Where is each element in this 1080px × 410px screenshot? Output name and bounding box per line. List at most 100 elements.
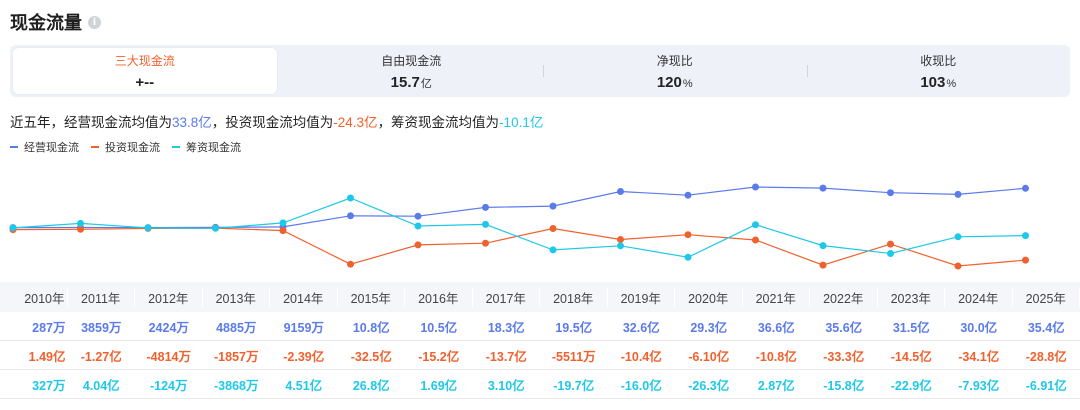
table-cell: -10.4亿: [620, 349, 662, 364]
data-point-operating[interactable]: [549, 202, 557, 210]
table-cell: 32.6亿: [622, 320, 660, 335]
line-financing: [12, 197, 1026, 258]
table-cell: 2013年: [203, 287, 270, 307]
table-cell: 36.6亿: [757, 320, 795, 335]
table-cell: 2020年: [675, 287, 743, 307]
legend-swatch: [172, 146, 180, 148]
data-point-operating[interactable]: [819, 184, 827, 192]
info-icon[interactable]: i: [88, 15, 101, 29]
data-point-financing[interactable]: [212, 224, 219, 232]
data-point-investing[interactable]: [482, 239, 489, 247]
table-cell: -7.93亿: [958, 378, 1000, 393]
data-point-operating[interactable]: [954, 190, 962, 198]
data-point-operating[interactable]: [1022, 184, 1029, 192]
data-point-investing[interactable]: [279, 227, 287, 235]
table-cell: 2017年: [473, 287, 540, 307]
legend-item-investing[interactable]: 投资现金流: [91, 139, 160, 155]
data-point-financing[interactable]: [684, 253, 692, 261]
data-point-investing[interactable]: [1022, 256, 1029, 264]
section-header: 现金流量 i: [10, 10, 101, 34]
tab-value: 103%: [920, 73, 957, 91]
table-header-row: 2010年 2011年 2012年 2013年 2014年 2015年 2016年 2017年…: [0, 282, 1080, 312]
table-cell: -2.39亿: [283, 349, 325, 364]
table-cell: 31.5亿: [892, 320, 930, 335]
tab-label: 自由现金流: [381, 53, 442, 68]
data-point-investing[interactable]: [77, 225, 84, 233]
tab-label: 三大现金流: [114, 53, 175, 68]
table-cell: 4.51亿: [285, 378, 323, 393]
data-point-financing[interactable]: [887, 250, 894, 257]
table-cell: 30.0亿: [960, 320, 998, 335]
data-point-operating[interactable]: [684, 191, 692, 199]
table-cell: 26.8亿: [352, 378, 390, 393]
data-point-investing[interactable]: [617, 236, 624, 243]
table-cell: 2015年: [338, 287, 405, 307]
table-cell: 35.4亿: [1027, 320, 1065, 335]
table-cell: 2022年: [810, 287, 878, 307]
data-point-financing[interactable]: [347, 194, 354, 202]
data-point-financing[interactable]: [414, 222, 422, 230]
table-cell: 35.6亿: [825, 320, 863, 335]
data-point-financing[interactable]: [279, 219, 287, 227]
table-cell: 2025年: [1013, 287, 1080, 307]
table-cell: 29.3亿: [690, 320, 728, 335]
table-row-financing: 327万 4.04亿 -124万 -3868万 4.51亿 26.8亿 1.69亿 3.10亿…: [0, 370, 1080, 399]
data-point-investing[interactable]: [819, 261, 827, 269]
table-cell: 327万: [32, 378, 66, 393]
data-point-investing[interactable]: [684, 231, 692, 239]
data-point-investing[interactable]: [414, 241, 422, 249]
table-cell: 287万: [32, 320, 66, 335]
cash-flow-table: 2010年 2011年 2012年 2013年 2014年 2015年 2016年 2017年…: [0, 282, 1080, 399]
table-cell: 2016年: [405, 287, 473, 307]
table-cell: 3.10亿: [487, 378, 525, 393]
data-point-financing[interactable]: [954, 233, 962, 241]
table-cell: 2012年: [135, 287, 203, 307]
tab-cash-collection-ratio[interactable]: 收现比 103%: [806, 45, 1071, 97]
data-point-financing[interactable]: [752, 221, 759, 229]
table-cell: -1857万: [214, 349, 259, 364]
data-point-financing[interactable]: [819, 242, 827, 250]
tab-label: 净现比: [656, 53, 693, 68]
line-investing: [12, 227, 1026, 267]
data-point-investing[interactable]: [752, 236, 759, 244]
data-point-investing[interactable]: [887, 240, 894, 248]
table-cell: 2021年: [743, 287, 810, 307]
fin-average: -10.1亿: [499, 115, 544, 130]
data-point-financing[interactable]: [77, 219, 84, 227]
legend-item-operating[interactable]: 经营现金流: [10, 139, 79, 155]
data-point-financing[interactable]: [1022, 232, 1029, 240]
data-point-financing[interactable]: [482, 220, 489, 228]
tab-free-cash-flow[interactable]: 自由现金流 15.7亿: [280, 45, 544, 97]
data-point-operating[interactable]: [752, 183, 759, 191]
tab-value: +--: [135, 73, 155, 91]
table-cell: -1.27亿: [80, 349, 122, 364]
table-cell: 2.87亿: [757, 378, 795, 393]
data-point-financing[interactable]: [549, 246, 557, 254]
data-point-investing[interactable]: [549, 225, 557, 232]
data-point-financing[interactable]: [144, 224, 152, 232]
table-cell: -15.2亿: [418, 349, 460, 364]
data-point-operating[interactable]: [887, 189, 894, 197]
legend-item-financing[interactable]: 筹资现金流: [172, 139, 241, 155]
data-point-financing[interactable]: [9, 224, 17, 232]
table-cell: 9159万: [283, 320, 324, 335]
legend-swatch: [91, 146, 99, 148]
data-point-operating[interactable]: [482, 203, 489, 211]
tab-three-cash-flows[interactable]: 三大现金流 +--: [13, 48, 277, 94]
table-cell: -13.7亿: [485, 349, 527, 364]
data-point-financing[interactable]: [617, 242, 624, 250]
table-cell: -22.9亿: [890, 378, 932, 393]
data-point-investing[interactable]: [347, 260, 354, 268]
table-cell: -4814万: [146, 349, 191, 364]
table-row-operating: 287万 3859万 2424万 4885万 9159万 10.8亿 10.5亿 18.3亿 1…: [0, 312, 1080, 341]
five-year-summary: 近五年，经营现金流均值为33.8亿，投资现金流均值为-24.3亿，筹资现金流均值…: [10, 115, 544, 130]
tab-net-cash-ratio[interactable]: 净现比 120%: [543, 45, 807, 97]
data-point-operating[interactable]: [617, 188, 624, 195]
table-cell: 4.04亿: [82, 378, 120, 393]
data-point-operating[interactable]: [347, 212, 354, 220]
data-point-investing[interactable]: [954, 262, 962, 270]
data-point-operating[interactable]: [414, 212, 422, 220]
table-cell: 2023年: [878, 287, 945, 307]
table-cell: -28.8亿: [1025, 349, 1067, 364]
table-cell: 2010年: [0, 287, 68, 307]
